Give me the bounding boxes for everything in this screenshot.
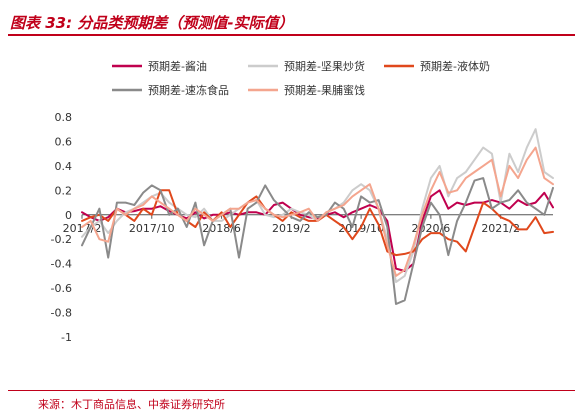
y-axis: -1 -0.8 -0.6 -0.4 -0.2 0 0.2 0.4 0.6 0.8	[51, 111, 72, 344]
y-tick-label: -0.8	[51, 307, 72, 320]
y-tick-label: -0.6	[51, 282, 72, 295]
legend-label: 预期差-液体奶	[420, 59, 490, 73]
y-tick-label: 0.4	[55, 160, 73, 173]
x-tick-label: 2019/2	[272, 222, 311, 235]
series-layer	[81, 128, 554, 305]
legend-label: 预期差-速冻食品	[148, 83, 229, 97]
legend-label: 预期差-酱油	[148, 59, 207, 73]
y-tick-label: -0.2	[51, 233, 72, 246]
x-tick-label: 2017/10	[129, 222, 175, 235]
series-line	[81, 189, 554, 272]
figure-title: 图表 33: 分品类预期差（预测值-实际值）	[10, 14, 294, 32]
y-tick-label: 0	[65, 209, 72, 222]
title-rule	[8, 34, 575, 36]
source-note: 来源：木丁商品信息、中泰证券研究所	[38, 398, 225, 411]
x-tick-label: 2021/2	[481, 222, 520, 235]
y-tick-label: 0.2	[55, 184, 73, 197]
series-line	[81, 146, 554, 277]
y-tick-label: 0.8	[55, 111, 73, 124]
y-tick-label: -1	[61, 331, 72, 344]
bottom-rule	[8, 390, 575, 391]
y-tick-label: -0.4	[51, 258, 72, 271]
series-line	[81, 177, 554, 305]
y-tick-label: 0.6	[55, 135, 73, 148]
legend-label: 预期差-坚果炒货	[284, 59, 365, 73]
legend-label: 预期差-果脯蜜饯	[284, 83, 365, 97]
